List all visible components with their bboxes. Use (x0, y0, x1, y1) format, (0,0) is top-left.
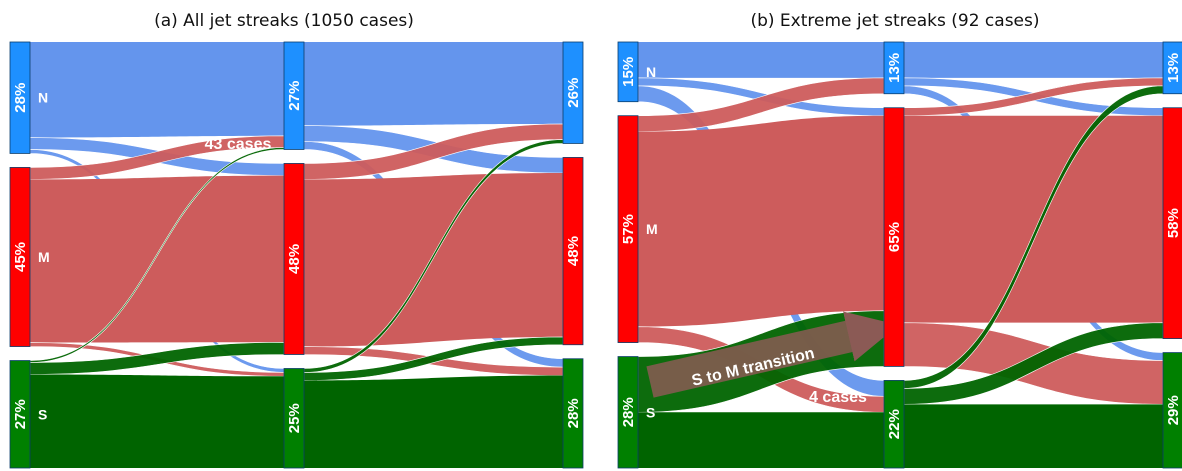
node-pct-label-S-stage2: 25% (286, 403, 303, 433)
node-pct-label-M-stage1: 45% (12, 242, 29, 272)
flow-S-to-S-stage1 (638, 412, 884, 468)
flow-M-to-M-stage2 (904, 115, 1163, 323)
node-bar-N-stage1 (617, 41, 639, 103)
panel-b-title: (b) Extreme jet streaks (92 cases) (750, 11, 1039, 31)
annotation-43-cases: 43 cases (205, 136, 272, 153)
node-bar-M-stage2 (883, 107, 905, 367)
node-bar-N-stage3 (1162, 41, 1182, 95)
bars-b: 15% N 57% M 28% S 13% 65% 22% 13% 58% 29% (617, 41, 1182, 469)
flow-M-to-M-stage1 (638, 115, 884, 327)
node-pct-label-M-stage1: 57% (620, 214, 637, 244)
node-pct-label-N-stage1: 28% (12, 83, 29, 113)
flow-M-to-M-stage1 (30, 175, 284, 343)
node-bar-S-stage2 (883, 380, 905, 469)
flow-M-to-M-stage2 (304, 173, 563, 347)
category-label-M: M (646, 221, 658, 237)
node-bar-S-stage1 (617, 356, 639, 469)
annotation-4-cases: 4 cases (809, 389, 867, 406)
node-pct-label-S-stage3: 29% (1165, 395, 1182, 425)
node-bar-M-stage3 (562, 157, 584, 346)
flow-S-to-S-stage2 (904, 404, 1163, 468)
category-label-S: S (646, 404, 655, 420)
category-label-S: S (38, 406, 47, 422)
node-pct-label-S-stage1: 28% (620, 397, 637, 427)
flow-N-to-N-stage2 (304, 42, 563, 126)
node-pct-label-N-stage2: 13% (886, 53, 903, 83)
node-pct-label-N-stage3: 13% (1165, 53, 1182, 83)
node-pct-label-N-stage3: 26% (565, 78, 582, 108)
flow-N-to-N-stage1 (638, 42, 884, 78)
sankey-panel-a: 43 cases 28% N 45% M 27% S 27% 48% 25% 26% 48% 28% (9, 41, 584, 469)
node-bar-S-stage2 (283, 368, 305, 469)
node-bar-N-stage2 (883, 41, 905, 95)
node-pct-label-M-stage3: 48% (565, 236, 582, 266)
node-pct-label-M-stage3: 58% (1165, 208, 1182, 238)
node-bar-N-stage1 (9, 41, 31, 154)
flows-a (29, 42, 564, 468)
annotation-arrow (646, 311, 899, 398)
overlays-a: 43 cases (205, 136, 272, 153)
node-bar-N-stage2 (283, 41, 305, 150)
node-pct-label-S-stage2: 22% (886, 409, 903, 439)
flow-N-to-N-stage2 (904, 42, 1163, 78)
flows-b (637, 42, 1164, 468)
category-label-N: N (646, 64, 656, 80)
node-pct-label-N-stage1: 15% (620, 57, 637, 87)
panel-a-title: (a) All jet streaks (1050 cases) (154, 11, 414, 31)
category-label-M: M (38, 249, 50, 265)
flow-S-to-S-stage1 (30, 374, 284, 468)
flow-S-to-S-stage2 (304, 375, 563, 468)
node-pct-label-S-stage1: 27% (12, 399, 29, 429)
node-pct-label-S-stage3: 28% (565, 398, 582, 428)
node-pct-label-M-stage2: 48% (286, 244, 303, 274)
node-bar-S-stage3 (1162, 352, 1182, 469)
node-bar-M-stage3 (1162, 107, 1182, 339)
node-bar-N-stage3 (562, 41, 584, 144)
node-bar-S-stage3 (562, 358, 584, 469)
node-bar-M-stage1 (617, 115, 639, 343)
flow-N-to-N-stage1 (30, 42, 284, 138)
node-bar-M-stage1 (9, 167, 31, 347)
node-pct-label-N-stage2: 27% (286, 81, 303, 111)
bars-a: 28% N 45% M 27% S 27% 48% 25% 26% 48% 28% (9, 41, 584, 469)
category-label-N: N (38, 90, 48, 106)
node-pct-label-M-stage2: 65% (886, 222, 903, 252)
node-bar-M-stage2 (283, 163, 305, 355)
node-bar-S-stage1 (9, 360, 31, 469)
